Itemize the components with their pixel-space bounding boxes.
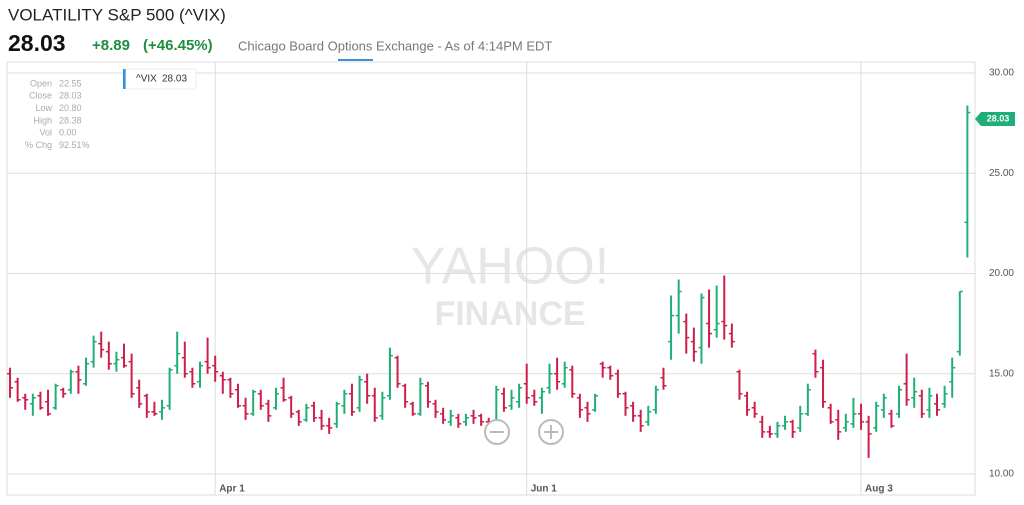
zoom-in[interactable] bbox=[538, 419, 564, 445]
legend-box bbox=[125, 68, 197, 90]
zoom-out[interactable] bbox=[484, 419, 510, 445]
y-tick-label: 20.00 bbox=[989, 268, 1014, 279]
info-value: 28.38 bbox=[59, 115, 82, 125]
info-label: High bbox=[33, 115, 52, 125]
watermark: FINANCE bbox=[434, 295, 585, 333]
y-tick-label: 30.00 bbox=[989, 68, 1014, 79]
info-label: Vol bbox=[39, 128, 52, 138]
info-value: 22.55 bbox=[59, 78, 82, 88]
tab-indicator bbox=[338, 59, 373, 61]
legend-swatch bbox=[123, 69, 126, 89]
legend-name: ^VIX bbox=[136, 74, 157, 85]
info-value: 0.00 bbox=[59, 128, 77, 138]
info-value: 92.51% bbox=[59, 140, 90, 150]
plot-frame bbox=[6, 61, 976, 496]
x-tick-label: Apr 1 bbox=[219, 484, 245, 495]
info-value: 28.03 bbox=[59, 91, 82, 101]
legend-value: 28.03 bbox=[162, 74, 187, 85]
x-tick-label: Jun 1 bbox=[531, 484, 558, 495]
price-tag-label: 28.03 bbox=[987, 113, 1010, 123]
change: +8.89 bbox=[92, 37, 130, 54]
change-pct: (+46.45%) bbox=[143, 37, 213, 54]
price: 28.03 bbox=[8, 30, 66, 56]
price-tag bbox=[975, 112, 1015, 126]
exchange: Chicago Board Options Exchange - As of 4… bbox=[238, 38, 552, 53]
info-label: Low bbox=[35, 103, 52, 113]
info-label: % Chg bbox=[25, 140, 52, 150]
watermark: YAHOO! bbox=[411, 238, 609, 296]
info-label: Close bbox=[29, 91, 52, 101]
info-value: 20.80 bbox=[59, 103, 82, 113]
info-label: Open bbox=[30, 78, 52, 88]
x-tick-label: Aug 3 bbox=[865, 484, 893, 495]
y-tick-label: 25.00 bbox=[989, 168, 1014, 179]
title: VOLATILITY S&P 500 (^VIX) bbox=[8, 5, 226, 24]
y-tick-label: 10.00 bbox=[989, 469, 1014, 480]
y-tick-label: 15.00 bbox=[989, 368, 1014, 379]
